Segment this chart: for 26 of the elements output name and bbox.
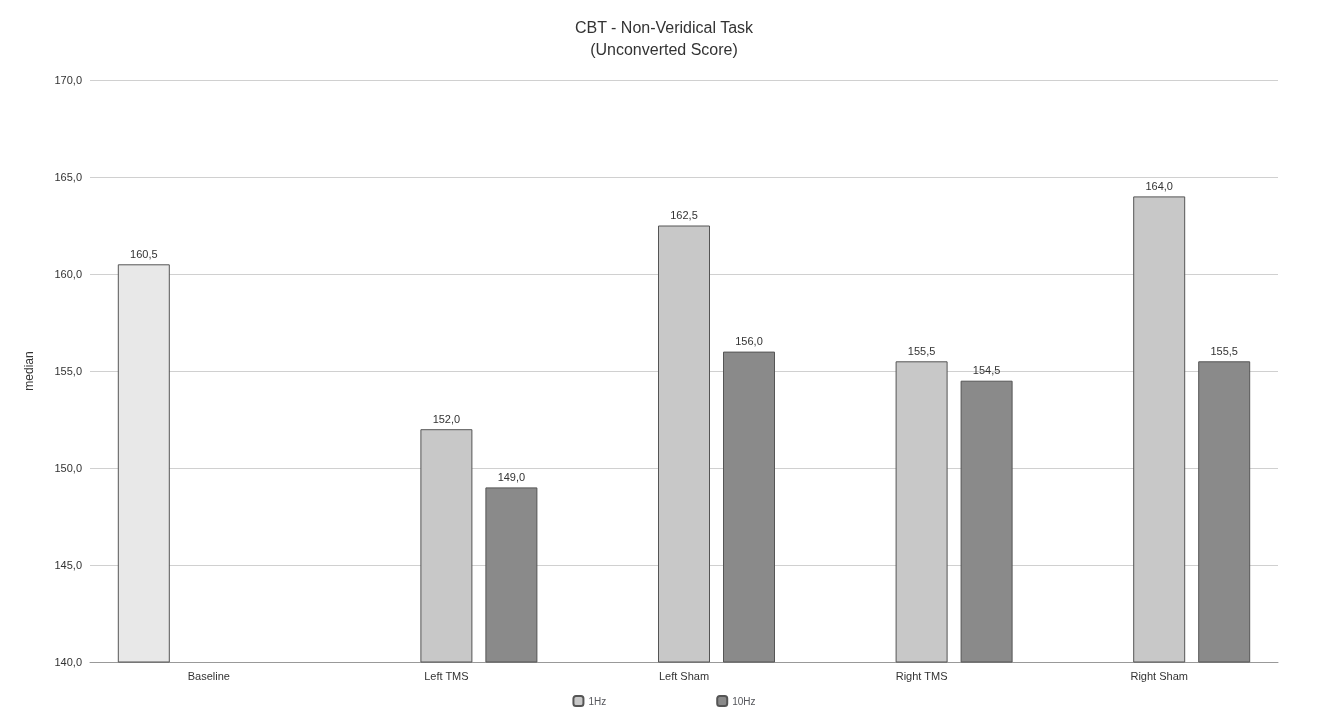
y-tick-label: 155,0 xyxy=(54,365,82,377)
x-tick-label: Baseline xyxy=(187,669,230,682)
chart-subtitle: (Unconverted Score) xyxy=(590,40,738,58)
chart-title: CBT - Non-Veridical Task xyxy=(574,18,755,36)
data-label: 152,0 xyxy=(432,412,461,425)
x-tick-label: Right Sham xyxy=(1130,669,1188,682)
data-label: 162,5 xyxy=(670,209,698,221)
y-tick-label: 170,0 xyxy=(54,74,82,86)
data-label: 155,5 xyxy=(907,344,936,357)
x-tick-label: Right TMS xyxy=(895,669,948,682)
y-tick-label: 145,0 xyxy=(54,559,82,571)
data-label: 155,5 xyxy=(1210,344,1238,357)
data-label: 156,0 xyxy=(735,335,763,348)
y-axis-title: median xyxy=(22,351,36,391)
x-tick-label: Left TMS xyxy=(424,669,469,682)
legend-label: 1Hz xyxy=(588,695,607,707)
y-tick-label: 150,0 xyxy=(54,462,82,474)
data-label: 160,5 xyxy=(130,247,158,260)
data-label: 154,5 xyxy=(972,364,1001,377)
y-tick-label: 140,0 xyxy=(54,656,82,668)
data-label: 149,0 xyxy=(497,470,526,483)
x-tick-label: Left Sham xyxy=(658,669,710,682)
legend-label: 10Hz xyxy=(732,695,756,707)
y-tick-label: 160,0 xyxy=(54,268,82,280)
y-tick-label: 165,0 xyxy=(54,171,82,183)
data-label: 164,0 xyxy=(1145,179,1173,192)
